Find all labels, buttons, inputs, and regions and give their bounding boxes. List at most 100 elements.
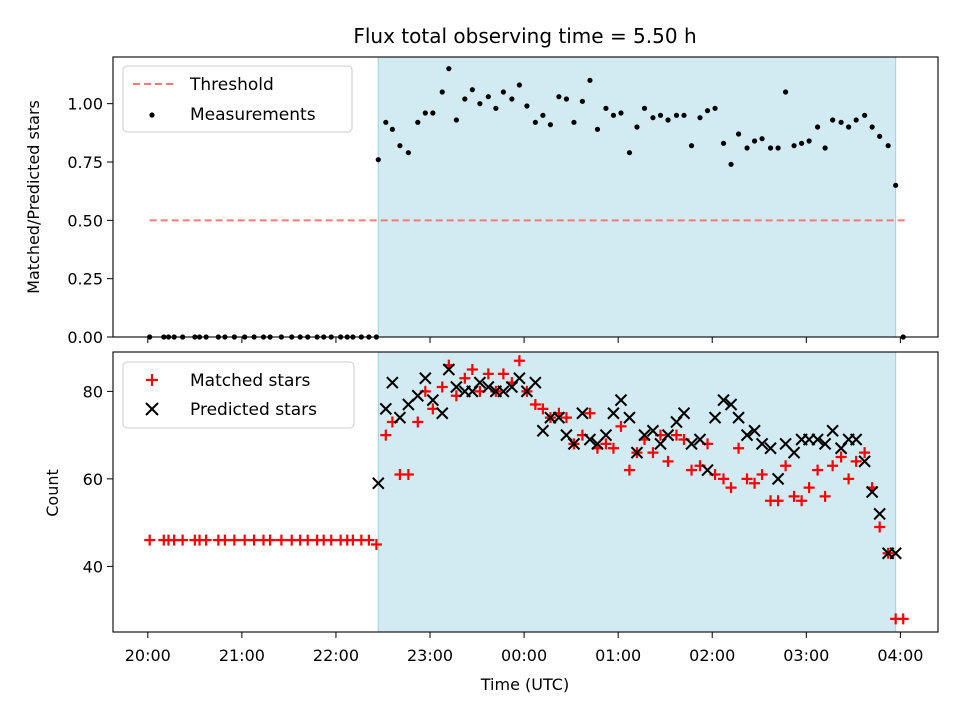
count-legend: Matched stars Predicted stars	[122, 361, 355, 429]
measurement-point	[524, 103, 530, 109]
x-tick-label: 02:00	[689, 646, 735, 665]
y-tick-label: 0.50	[67, 211, 103, 230]
measurement-point	[405, 150, 411, 156]
x-tick-label: 01:00	[595, 646, 641, 665]
predicted-star-point	[764, 442, 777, 455]
measurement-point	[697, 115, 703, 121]
matched-star-point	[733, 442, 745, 454]
predicted-star-point	[393, 411, 407, 424]
legend-threshold-label: Threshold	[189, 75, 274, 95]
predicted-star-point	[529, 376, 542, 389]
legend-matched-label: Matched stars	[190, 371, 310, 391]
measurement-point	[650, 115, 656, 121]
matched-star-point	[466, 364, 478, 375]
predicted-star-point	[638, 428, 651, 442]
matched-star-point	[756, 469, 768, 480]
matched-star-point	[835, 451, 847, 463]
measurement-point	[453, 117, 459, 123]
y-tick-label: 0.75	[67, 153, 103, 172]
measurement-point	[822, 145, 828, 151]
matched-star-point	[370, 539, 382, 550]
measurement-point	[375, 157, 381, 163]
measurement-point	[634, 124, 640, 130]
y-tick-label: 40	[83, 557, 103, 576]
measurement-point	[744, 145, 750, 151]
predicted-star-point	[646, 424, 660, 437]
measurement-point	[893, 182, 899, 188]
legend-matched-swatch	[146, 374, 158, 386]
ratio-legend-box	[122, 65, 353, 133]
matched-star-point	[529, 399, 541, 410]
predicted-star-point	[426, 393, 440, 407]
matched-star-point	[647, 447, 659, 459]
measurement-point	[735, 131, 742, 137]
predicted-star-point	[661, 428, 675, 442]
predicted-star-point	[599, 428, 613, 442]
predicted-star-point	[419, 372, 432, 385]
matched-star-point	[497, 368, 509, 380]
matched-star-point	[144, 534, 156, 546]
count-series	[144, 355, 909, 625]
measurement-point	[791, 143, 797, 149]
matched-star-point	[380, 429, 392, 441]
measurement-point	[469, 87, 475, 93]
measurement-point	[462, 96, 468, 102]
matched-star-point	[780, 460, 792, 472]
measurement-point	[540, 112, 546, 118]
predicted-star-point	[576, 407, 589, 420]
predicted-star-point	[482, 380, 495, 394]
matched-star-point	[718, 473, 730, 485]
measurement-point	[389, 126, 395, 132]
matched-star-point	[264, 534, 276, 546]
predicted-star-point	[732, 411, 745, 424]
matched-star-point	[228, 534, 240, 546]
matched-star-point	[843, 473, 855, 485]
measurement-point	[704, 108, 711, 114]
matched-star-point	[827, 460, 839, 472]
measurement-point	[728, 161, 734, 167]
predicted-star-point	[708, 411, 722, 424]
x-tick-label: 21:00	[219, 646, 265, 665]
ratio-axes-frame	[112, 56, 939, 338]
predicted-star-point	[513, 372, 526, 385]
x-tick-label: 04:00	[877, 646, 923, 665]
measurement-point	[516, 82, 522, 88]
matched-star-point	[897, 613, 909, 625]
matched-star-point	[772, 495, 784, 507]
measurement-point	[594, 126, 601, 132]
legend-measurements-swatch	[149, 112, 155, 118]
predicted-star-point	[685, 437, 698, 451]
measurement-point	[477, 101, 483, 107]
measurement-point	[877, 133, 883, 139]
predicted-star-point	[411, 389, 424, 402]
matched-star-point	[239, 534, 251, 546]
measurement-point	[485, 94, 491, 100]
predicted-star-point	[818, 437, 832, 451]
predicted-star-point	[826, 424, 839, 437]
predicted-star-point	[889, 547, 902, 560]
matched-star-point	[850, 455, 862, 467]
measurement-point	[446, 66, 452, 72]
matched-star-point	[874, 521, 886, 533]
predicted-star-point	[497, 385, 510, 398]
matched-star-point	[537, 403, 549, 415]
measurement-point	[673, 112, 680, 118]
measurement-point	[641, 105, 648, 111]
matched-star-point	[584, 407, 596, 419]
predicted-star-point	[450, 380, 463, 394]
matched-star-point	[725, 482, 737, 494]
matched-star-point	[482, 368, 494, 380]
predicted-star-point	[740, 428, 754, 442]
measurement-point	[579, 98, 586, 104]
measurement-point	[775, 145, 781, 151]
predicted-star-point	[552, 411, 566, 424]
measurement-point	[681, 112, 687, 118]
matched-star-point	[686, 464, 698, 476]
legend-predicted-label: Predicted stars	[190, 400, 317, 420]
matched-star-point	[560, 412, 572, 424]
measurement-point	[783, 89, 789, 95]
measurement-point	[712, 105, 718, 111]
ratio-y-axis: 0.00 0.25 0.50 0.75 1.00	[67, 95, 113, 347]
measurement-point	[587, 77, 593, 83]
ratio-x-ticks	[147, 337, 901, 343]
